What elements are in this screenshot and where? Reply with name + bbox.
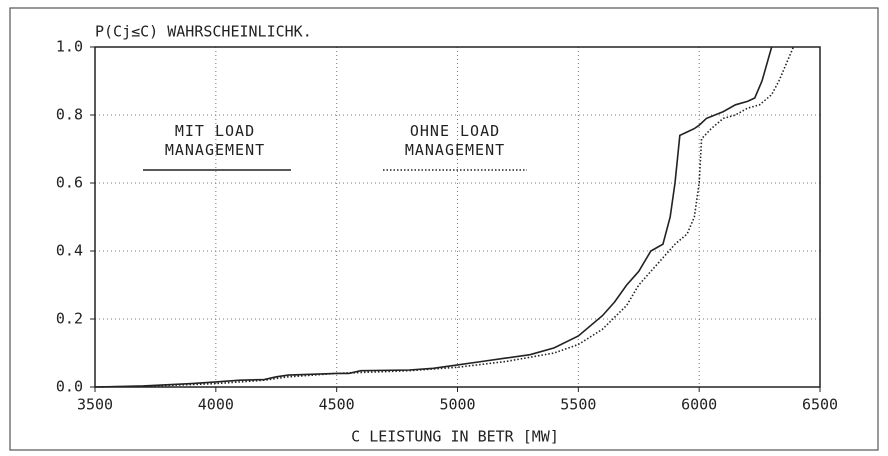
x-axis-label: C LEISTUNG IN BETR [MW] bbox=[351, 428, 559, 446]
x-tick-label: 3500 bbox=[77, 396, 113, 414]
legend-label: OHNE LOAD MANAGEMENT bbox=[404, 122, 506, 159]
line-series bbox=[94, 46, 795, 388]
y-tick-label: 0.8 bbox=[56, 106, 83, 124]
x-tick-label: 5500 bbox=[560, 396, 596, 414]
y-tick-label: 0.0 bbox=[56, 378, 83, 396]
x-tick-label: 5000 bbox=[439, 396, 475, 414]
y-tick-label: 1.0 bbox=[56, 38, 83, 56]
y-tick-label: 0.4 bbox=[56, 242, 83, 260]
x-tick-label: 6500 bbox=[802, 396, 838, 414]
line-series bbox=[94, 46, 773, 388]
x-tick-label: 6000 bbox=[681, 396, 717, 414]
y-tick-label: 0.2 bbox=[56, 310, 83, 328]
legend-label: MIT LOAD MANAGEMENT bbox=[164, 122, 266, 159]
outer-frame bbox=[9, 7, 879, 451]
plot-frame bbox=[94, 46, 821, 388]
chart-title: P(Cj≤C) WAHRSCHEINLICHK. bbox=[95, 23, 312, 41]
x-tick-label: 4500 bbox=[319, 396, 355, 414]
y-tick-label: 0.6 bbox=[56, 174, 83, 192]
x-tick-label: 4000 bbox=[198, 396, 234, 414]
